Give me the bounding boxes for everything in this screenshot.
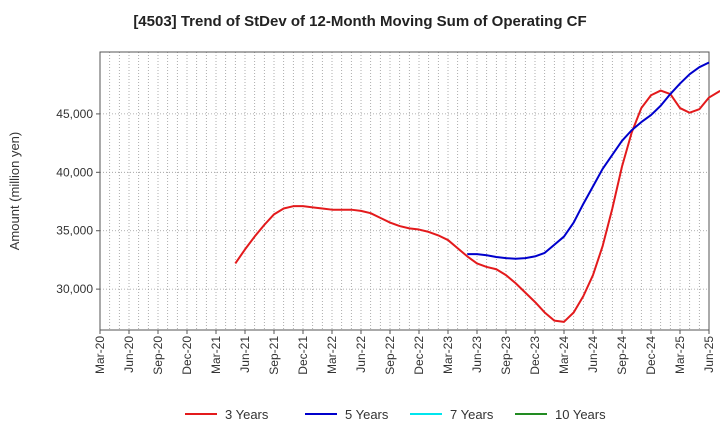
series-lines [234, 61, 720, 323]
x-tick-label: Mar-24 [557, 336, 571, 374]
chart-title: [4503] Trend of StDev of 12-Month Moving… [133, 13, 586, 30]
series-line-5-years [467, 61, 710, 260]
x-tick-label: Dec-21 [296, 336, 310, 375]
legend-label-3-years: 3 Years [225, 407, 269, 422]
x-tick-label: Dec-20 [180, 336, 194, 375]
x-tick-label: Jun-23 [470, 336, 484, 373]
y-tick-label: 35,000 [56, 224, 93, 238]
y-tick-label: 45,000 [56, 107, 93, 121]
series-line-3-years [234, 89, 720, 323]
y-axis-ticks: 30,000 35,000 40,000 45,000 [56, 107, 100, 296]
x-tick-label: Jun-24 [586, 336, 600, 373]
x-tick-label: Sep-22 [383, 336, 397, 375]
x-tick-label: Sep-21 [267, 336, 281, 375]
y-tick-label: 40,000 [56, 165, 93, 179]
x-tick-label: Jun-25 [702, 336, 716, 373]
legend-label-5-years: 5 Years [345, 407, 389, 422]
x-tick-label: Jun-21 [238, 336, 252, 373]
x-tick-label: Dec-22 [412, 336, 426, 375]
x-tick-label: Mar-20 [93, 336, 107, 374]
y-axis-label: Amount (million yen) [7, 132, 22, 251]
x-tick-label: Jun-22 [354, 336, 368, 373]
plot-area [99, 51, 710, 331]
legend-label-7-years: 7 Years [450, 407, 494, 422]
x-tick-label: Sep-20 [151, 336, 165, 375]
x-tick-label: Sep-24 [615, 336, 629, 375]
y-tick-label: 30,000 [56, 282, 93, 296]
x-tick-label: Mar-21 [209, 336, 223, 374]
x-axis-ticks: Mar-20 Jun-20 Sep-20 Dec-20 Mar-21 Jun-21 Sep-… [93, 330, 716, 375]
legend: 3 Years 5 Years 7 Years 10 Years [185, 407, 606, 422]
x-tick-label: Mar-25 [673, 336, 687, 374]
x-tick-label: Dec-24 [644, 336, 658, 375]
x-tick-label: Jun-20 [122, 336, 136, 373]
legend-label-10-years: 10 Years [555, 407, 606, 422]
x-tick-label: Sep-23 [499, 336, 513, 375]
x-tick-label: Dec-23 [528, 336, 542, 375]
x-tick-label: Mar-22 [325, 336, 339, 374]
grid [99, 52, 710, 330]
x-tick-label: Mar-23 [441, 336, 455, 374]
